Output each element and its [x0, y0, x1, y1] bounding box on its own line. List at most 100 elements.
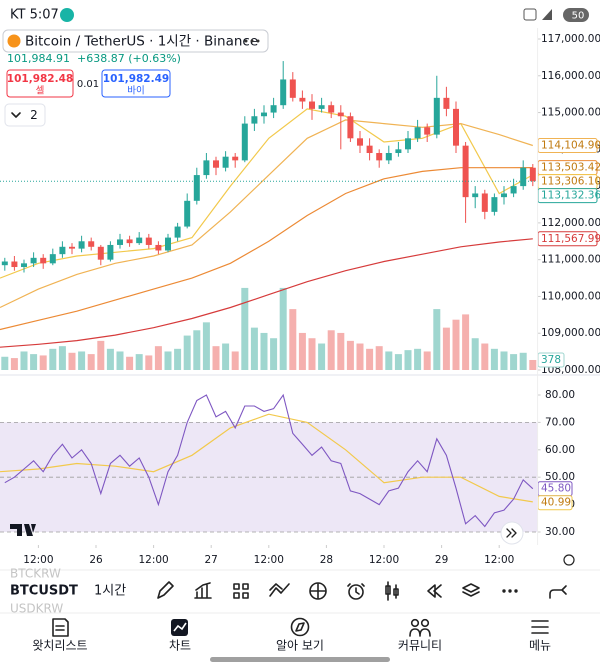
nav-label[interactable]: 커뮤니티	[398, 639, 442, 653]
volume-bar	[366, 348, 374, 370]
undo-icon[interactable]	[549, 585, 567, 599]
alert-icon[interactable]	[348, 584, 364, 600]
volume-bar	[20, 351, 28, 370]
more-icon[interactable]	[244, 39, 260, 43]
volume-bar	[145, 355, 153, 370]
x-tick-label: 29	[435, 554, 448, 566]
candle-body	[443, 97, 450, 109]
moving-average	[0, 119, 533, 309]
sell-button[interactable]	[6, 69, 74, 98]
x-tick-label: 12:00	[369, 554, 399, 566]
volume-bar	[154, 346, 162, 370]
signal-icon	[542, 9, 552, 20]
volume-bar	[260, 332, 268, 370]
nav-community-icon[interactable]	[409, 628, 431, 637]
nav-label[interactable]: 알아 보기	[276, 639, 324, 653]
settings-icon[interactable]	[563, 554, 575, 566]
y-tick-label: 80.00	[545, 389, 575, 401]
nav-explore-needle	[295, 622, 305, 632]
axis-value-label: 111,567.99	[541, 233, 600, 245]
y-tick-label: 116,000.00	[541, 70, 600, 82]
nav-label[interactable]: 메뉴	[529, 639, 551, 653]
candle-body	[213, 160, 219, 168]
volume-bar	[433, 309, 441, 370]
scroll-button[interactable]	[500, 521, 524, 545]
draw-icon[interactable]	[157, 581, 174, 599]
symbol-icon	[7, 34, 21, 48]
candle-body	[117, 239, 123, 245]
app-icon	[60, 8, 74, 22]
layout-icon[interactable]	[233, 583, 249, 599]
candle-body	[222, 156, 229, 168]
candle-body	[337, 112, 344, 117]
candle-body	[30, 257, 37, 264]
nav-menu-icon[interactable]	[531, 620, 549, 634]
layers-icon[interactable]	[462, 583, 480, 597]
more-tools-icon[interactable]	[502, 589, 518, 593]
candle-body	[88, 241, 95, 247]
nav-label[interactable]: 차트	[169, 639, 191, 653]
volume-bar	[222, 343, 230, 370]
axis-value-label: 113,503.42	[541, 162, 600, 174]
replay-icon[interactable]	[427, 584, 442, 598]
y-tick-label: 50.00	[545, 471, 575, 483]
nav-watchlist-icon[interactable]	[52, 618, 69, 637]
nav-explore-icon[interactable]	[290, 617, 310, 637]
candle-body	[1, 261, 8, 266]
spread: 0.01	[77, 79, 99, 90]
y-tick-label: 109,000.00	[541, 327, 600, 339]
last-price: 101,984.91	[7, 52, 70, 65]
rsi-line	[4, 393, 534, 528]
y-tick-label: 30.00	[545, 526, 575, 538]
rsi-ma-value-label: 40.99	[541, 497, 571, 509]
candle-body	[69, 246, 75, 249]
candle-body	[376, 153, 383, 161]
volume-bar	[250, 327, 258, 370]
candle-body	[453, 108, 459, 146]
volume-bar	[270, 338, 278, 370]
x-tick-label: 12:00	[23, 554, 53, 566]
add-icon[interactable]	[310, 583, 326, 599]
interval[interactable]: 1시간	[94, 584, 126, 599]
alert-hands	[347, 583, 365, 595]
y-tick-label: 112,000.00	[541, 217, 600, 229]
candle-body	[520, 167, 527, 187]
volume-bar	[385, 351, 393, 370]
legend-box[interactable]	[2, 29, 269, 53]
volume-bar	[452, 319, 460, 370]
candle-body	[270, 105, 277, 113]
indicator-icon[interactable]	[194, 582, 212, 599]
symbol-faded[interactable]: BTCKRW	[10, 567, 61, 581]
volume-bar	[404, 350, 412, 370]
volume-bar	[126, 356, 134, 370]
candle-body	[49, 254, 56, 264]
tradingview-logo	[10, 524, 36, 536]
volume-bar	[337, 332, 345, 370]
symbol[interactable]: BTCUSDT	[10, 584, 78, 599]
candle-body	[97, 246, 104, 260]
candle-body	[40, 257, 47, 264]
moving-average	[0, 238, 533, 348]
candle-body	[184, 200, 191, 227]
x-tick-label: 12:00	[254, 554, 284, 566]
candle-body	[328, 105, 335, 113]
compare-icon[interactable]	[269, 583, 290, 597]
candle-body	[11, 261, 18, 268]
nav-label[interactable]: 왓치리스트	[32, 639, 87, 653]
volume-bar	[462, 314, 470, 370]
volume-bar	[10, 358, 18, 370]
candle-body	[405, 138, 411, 150]
volume-bar	[279, 287, 287, 370]
volume-bar	[241, 287, 249, 370]
volume-bar	[318, 343, 326, 370]
symbol-faded[interactable]: USDKRW	[10, 602, 63, 616]
indicators-toggle[interactable]	[4, 103, 46, 127]
chart-type-icon[interactable]	[385, 581, 399, 601]
axis-value-label: 113,132.36	[541, 190, 600, 202]
buy-button[interactable]	[101, 69, 171, 98]
add-circle[interactable]	[309, 582, 327, 600]
volume-bar	[346, 340, 354, 370]
candle-body	[174, 226, 181, 238]
candle-body	[309, 101, 315, 109]
chevron	[11, 112, 21, 118]
